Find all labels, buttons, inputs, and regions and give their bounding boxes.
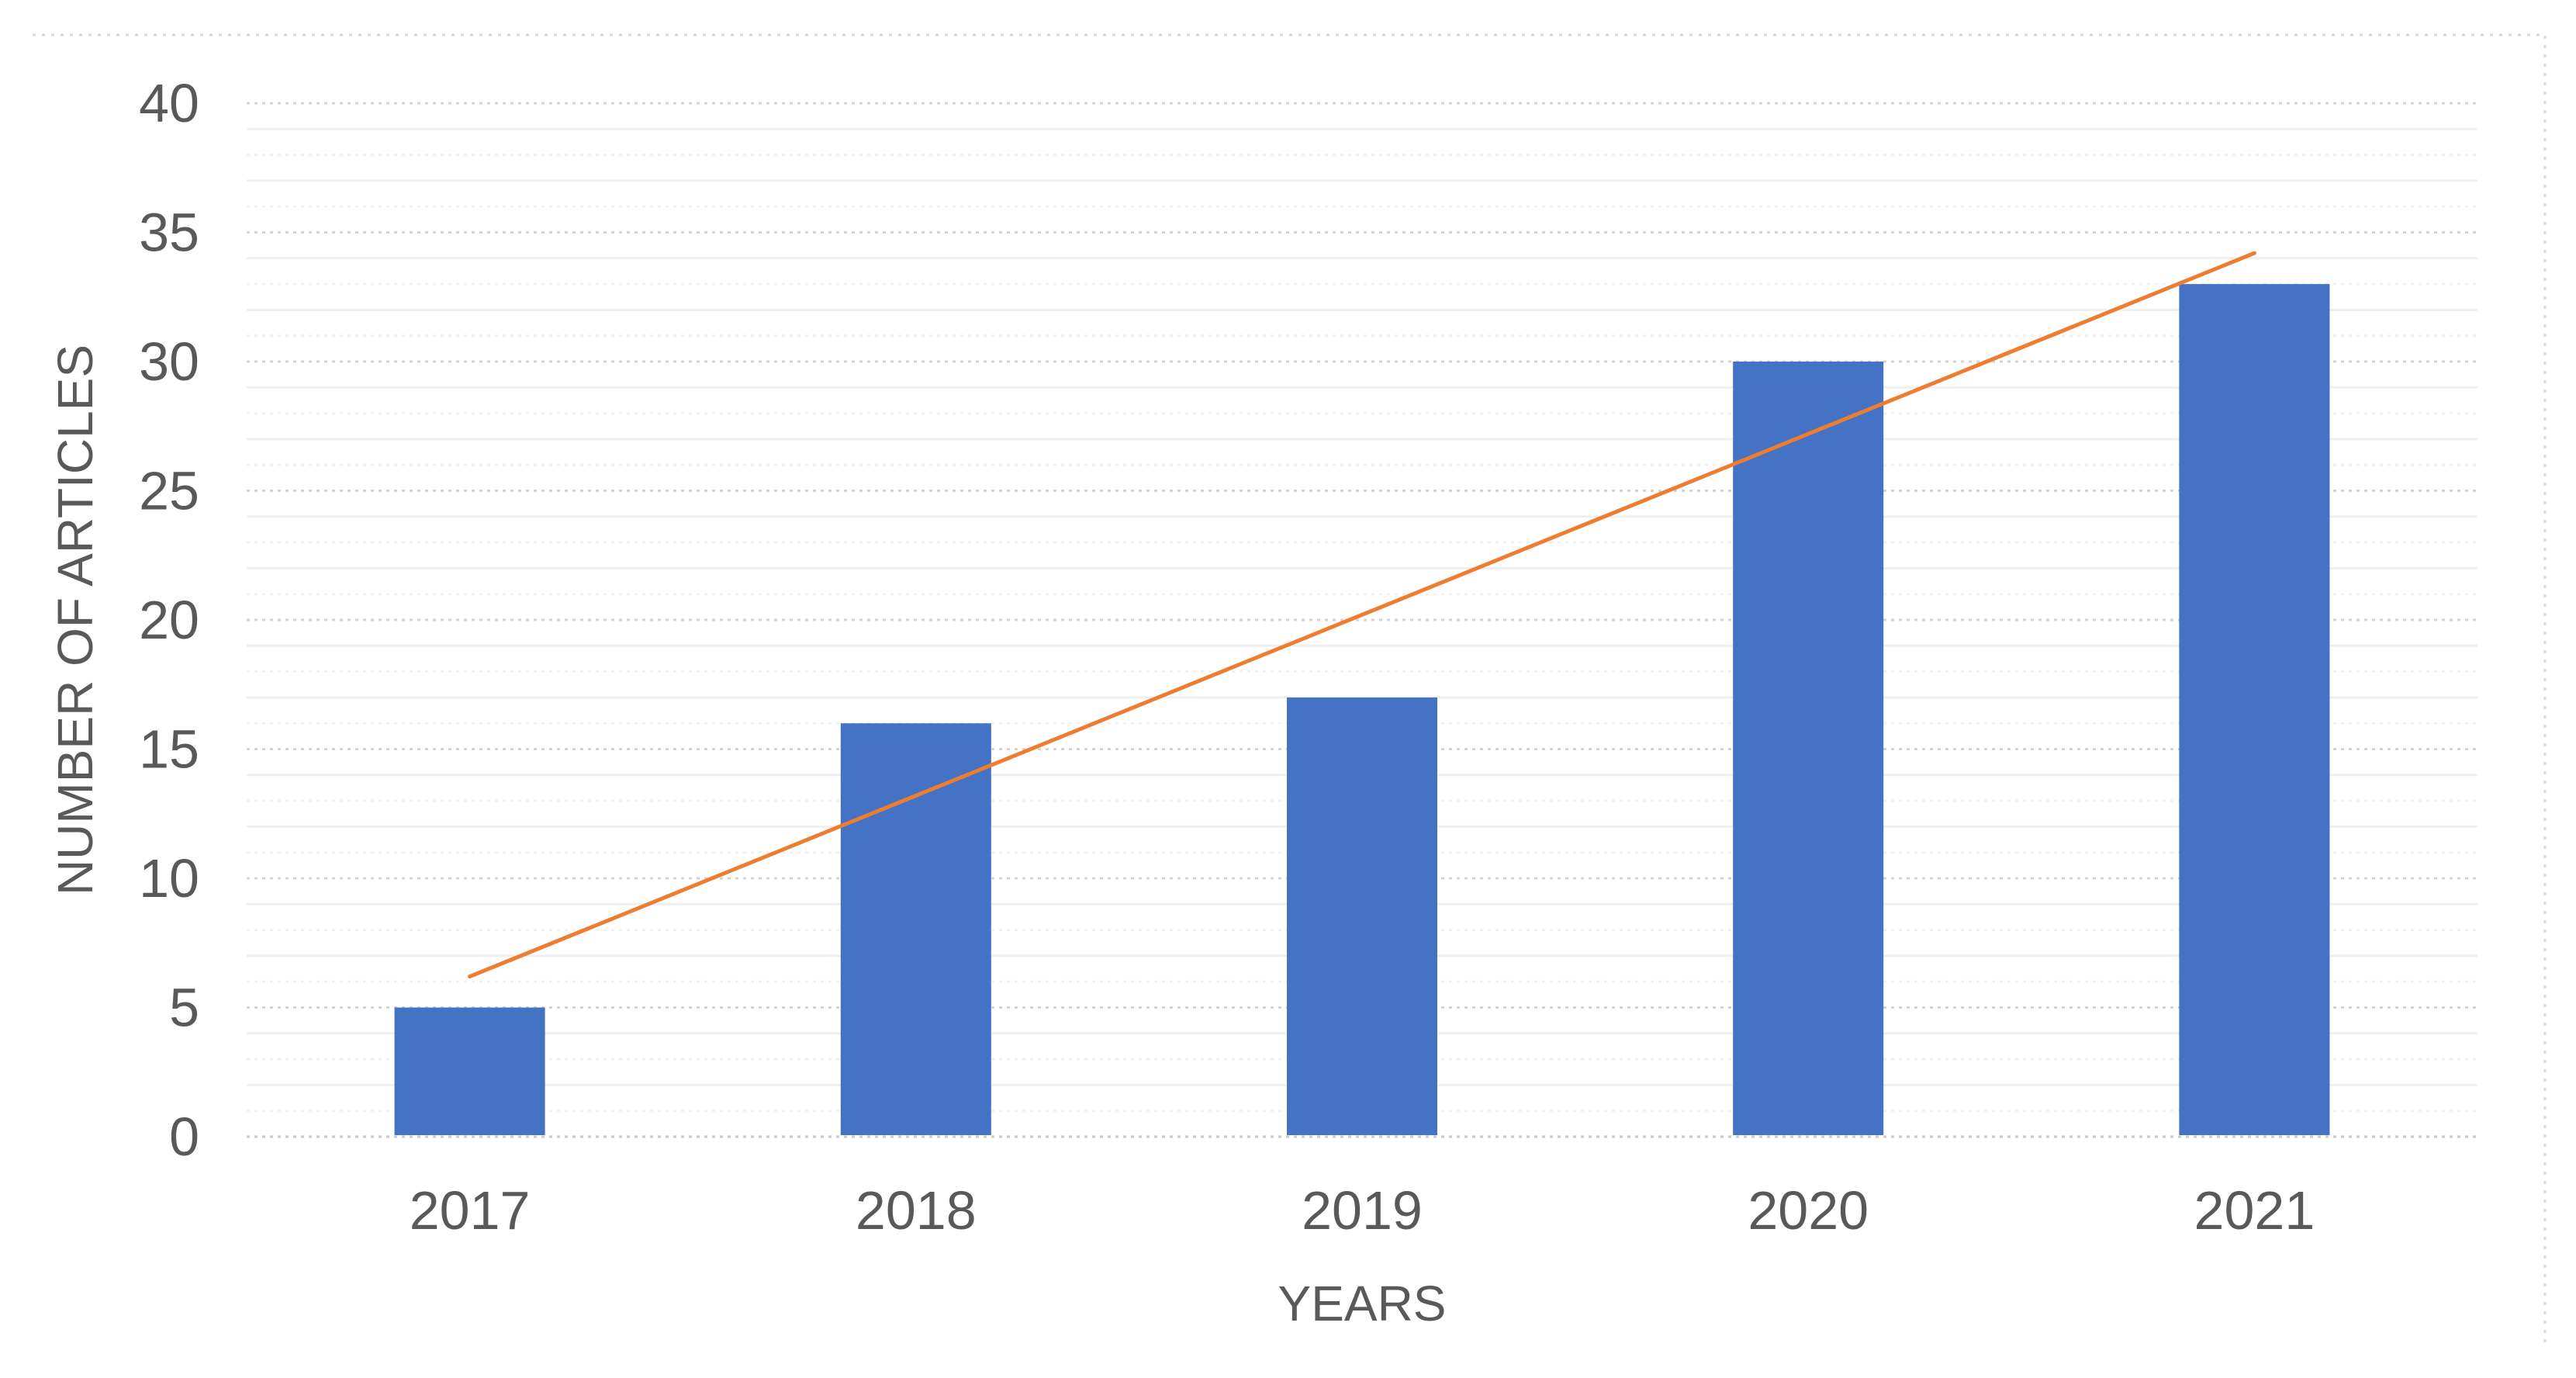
y-tick-label-20: 20 bbox=[139, 590, 199, 650]
x-tick-label-2019: 2019 bbox=[1302, 1180, 1423, 1241]
y-tick-label-0: 0 bbox=[169, 1106, 199, 1167]
y-tick-label-35: 35 bbox=[139, 203, 199, 263]
bar-2018 bbox=[840, 723, 991, 1135]
x-tick-label-2017: 2017 bbox=[410, 1180, 531, 1241]
x-tick-label-2021: 2021 bbox=[2194, 1180, 2315, 1241]
x-tick-label-2020: 2020 bbox=[1748, 1180, 1869, 1241]
bar-2021 bbox=[2179, 284, 2330, 1136]
bar-2017 bbox=[394, 1007, 545, 1135]
x-tick-label-2018: 2018 bbox=[856, 1180, 977, 1241]
bar-2020 bbox=[1733, 362, 1884, 1135]
trendline bbox=[468, 251, 2256, 979]
x-axis-title: YEARS bbox=[1278, 1276, 1447, 1331]
y-tick-label-5: 5 bbox=[169, 978, 199, 1038]
y-axis-tick-labels: 0 5 10 15 20 25 30 35 40 bbox=[139, 73, 199, 1167]
y-tick-label-25: 25 bbox=[139, 461, 199, 521]
y-tick-label-15: 15 bbox=[139, 719, 199, 780]
y-tick-label-40: 40 bbox=[139, 73, 199, 133]
gridlines bbox=[247, 102, 2477, 1138]
y-tick-label-10: 10 bbox=[139, 848, 199, 909]
y-axis-title: NUMBER OF ARTICLES bbox=[47, 344, 103, 895]
bars bbox=[394, 284, 2330, 1136]
bar-2019 bbox=[1287, 697, 1437, 1135]
x-axis-tick-labels: 2017 2018 2019 2020 2021 bbox=[410, 1180, 2315, 1241]
y-tick-label-30: 30 bbox=[139, 331, 199, 392]
